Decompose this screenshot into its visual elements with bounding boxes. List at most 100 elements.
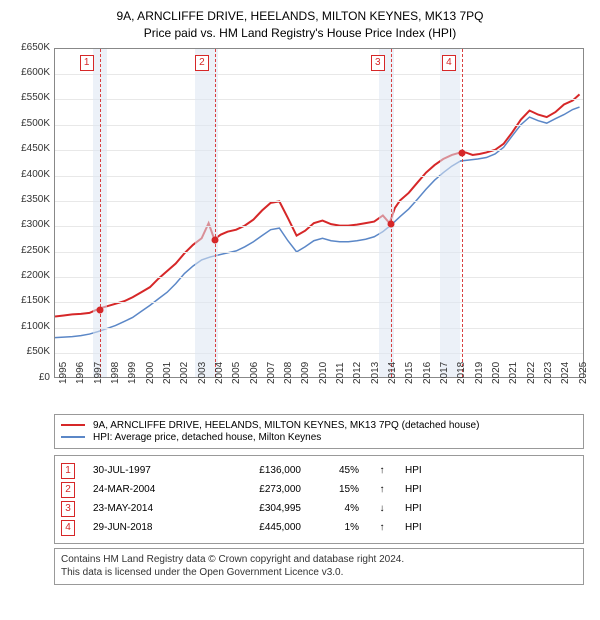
x-axis-label: 2002 — [179, 361, 190, 383]
x-axis-label: 2024 — [560, 361, 571, 383]
event-number: 2 — [61, 482, 75, 498]
x-axis-label: 2015 — [404, 361, 415, 383]
x-axis-label: 2020 — [491, 361, 502, 383]
title-line-2: Price paid vs. HM Land Registry's House … — [10, 25, 590, 42]
event-pct: 4% — [319, 503, 359, 514]
event-hpi-label: HPI — [405, 484, 435, 495]
y-axis-label: £550K — [12, 92, 50, 103]
arrow-icon: ↑ — [377, 522, 387, 533]
y-axis-label: £600K — [12, 67, 50, 78]
y-axis-label: £650K — [12, 42, 50, 53]
x-axis-label: 2004 — [214, 361, 225, 383]
legend: 9A, ARNCLIFFE DRIVE, HEELANDS, MILTON KE… — [54, 414, 584, 449]
legend-label: HPI: Average price, detached house, Milt… — [93, 432, 321, 443]
footnote-line-1: Contains HM Land Registry data © Crown c… — [61, 553, 577, 567]
x-axis-label: 2009 — [300, 361, 311, 383]
x-axis-label: 2008 — [283, 361, 294, 383]
event-price: £304,995 — [221, 503, 301, 514]
sale-dot — [458, 149, 465, 156]
x-axis-label: 1996 — [75, 361, 86, 383]
event-hpi-label: HPI — [405, 503, 435, 514]
plot-area: 1234 — [54, 48, 584, 378]
event-marker: 4 — [442, 55, 456, 71]
event-row: 3 23-MAY-2014 £304,995 4% ↓ HPI — [61, 501, 577, 517]
legend-label: 9A, ARNCLIFFE DRIVE, HEELANDS, MILTON KE… — [93, 420, 479, 431]
event-marker: 3 — [371, 55, 385, 71]
sale-dot — [211, 236, 218, 243]
sale-dot — [387, 220, 394, 227]
event-hpi-label: HPI — [405, 465, 435, 476]
event-number: 4 — [61, 520, 75, 536]
x-axis-label: 1999 — [127, 361, 138, 383]
event-line — [462, 49, 463, 377]
y-axis-label: £200K — [12, 270, 50, 281]
x-axis-label: 2007 — [266, 361, 277, 383]
event-hpi-label: HPI — [405, 522, 435, 533]
event-price: £136,000 — [221, 465, 301, 476]
x-axis-label: 2006 — [249, 361, 260, 383]
chart-title: 9A, ARNCLIFFE DRIVE, HEELANDS, MILTON KE… — [10, 8, 590, 42]
y-axis-label: £300K — [12, 219, 50, 230]
x-axis-label: 2005 — [231, 361, 242, 383]
x-axis-label: 2010 — [318, 361, 329, 383]
x-axis-label: 2016 — [422, 361, 433, 383]
x-axis-label: 2017 — [439, 361, 450, 383]
y-axis-label: £250K — [12, 245, 50, 256]
event-number: 1 — [61, 463, 75, 479]
x-axis-label: 2014 — [387, 361, 398, 383]
x-axis-label: 2023 — [543, 361, 554, 383]
y-axis-label: £400K — [12, 169, 50, 180]
recession-band — [379, 49, 395, 377]
event-pct: 45% — [319, 465, 359, 476]
legend-swatch — [61, 424, 85, 426]
x-axis-label: 2003 — [197, 361, 208, 383]
y-axis-label: £350K — [12, 194, 50, 205]
sale-dot — [96, 306, 103, 313]
x-axis-label: 2019 — [474, 361, 485, 383]
x-axis-label: 1995 — [58, 361, 69, 383]
x-axis-label: 2021 — [508, 361, 519, 383]
x-axis-label: 2022 — [526, 361, 537, 383]
event-number: 3 — [61, 501, 75, 517]
y-axis-label: £100K — [12, 321, 50, 332]
event-date: 30-JUL-1997 — [93, 465, 203, 476]
x-axis-label: 2011 — [335, 362, 346, 384]
x-axis-label: 2018 — [456, 361, 467, 383]
legend-item: HPI: Average price, detached house, Milt… — [61, 432, 577, 443]
x-axis-label: 1998 — [110, 361, 121, 383]
x-axis-label: 2001 — [162, 361, 173, 383]
x-axis-label: 2025 — [578, 361, 589, 383]
footnote-line-2: This data is licensed under the Open Gov… — [61, 566, 577, 580]
y-axis-label: £150K — [12, 295, 50, 306]
event-row: 2 24-MAR-2004 £273,000 15% ↑ HPI — [61, 482, 577, 498]
x-axis-label: 1997 — [93, 361, 104, 383]
y-axis-label: £500K — [12, 118, 50, 129]
event-date: 24-MAR-2004 — [93, 484, 203, 495]
chart: 1234 £0£50K£100K£150K£200K£250K£300K£350… — [10, 48, 590, 408]
event-marker: 2 — [195, 55, 209, 71]
recession-band — [440, 49, 461, 377]
footnote: Contains HM Land Registry data © Crown c… — [54, 548, 584, 585]
event-date: 29-JUN-2018 — [93, 522, 203, 533]
y-axis-label: £0 — [12, 372, 50, 383]
legend-swatch — [61, 436, 85, 438]
event-date: 23-MAY-2014 — [93, 503, 203, 514]
event-line — [391, 49, 392, 377]
y-axis-label: £50K — [12, 346, 50, 357]
x-axis-label: 2000 — [145, 361, 156, 383]
event-price: £273,000 — [221, 484, 301, 495]
x-axis-label: 2012 — [352, 361, 363, 383]
event-line — [215, 49, 216, 377]
y-axis-label: £450K — [12, 143, 50, 154]
arrow-icon: ↑ — [377, 484, 387, 495]
event-pct: 1% — [319, 522, 359, 533]
event-row: 1 30-JUL-1997 £136,000 45% ↑ HPI — [61, 463, 577, 479]
event-row: 429-JUN-2018£445,0001%↑HPI — [61, 520, 577, 536]
title-line-1: 9A, ARNCLIFFE DRIVE, HEELANDS, MILTON KE… — [10, 8, 590, 25]
event-line — [100, 49, 101, 377]
event-pct: 15% — [319, 484, 359, 495]
arrow-icon: ↑ — [377, 465, 387, 476]
events-table: 1 30-JUL-1997 £136,000 45% ↑ HPI 2 24-MAR-2004 £… — [54, 455, 584, 544]
x-axis-label: 2013 — [370, 361, 381, 383]
arrow-icon: ↓ — [377, 503, 387, 514]
